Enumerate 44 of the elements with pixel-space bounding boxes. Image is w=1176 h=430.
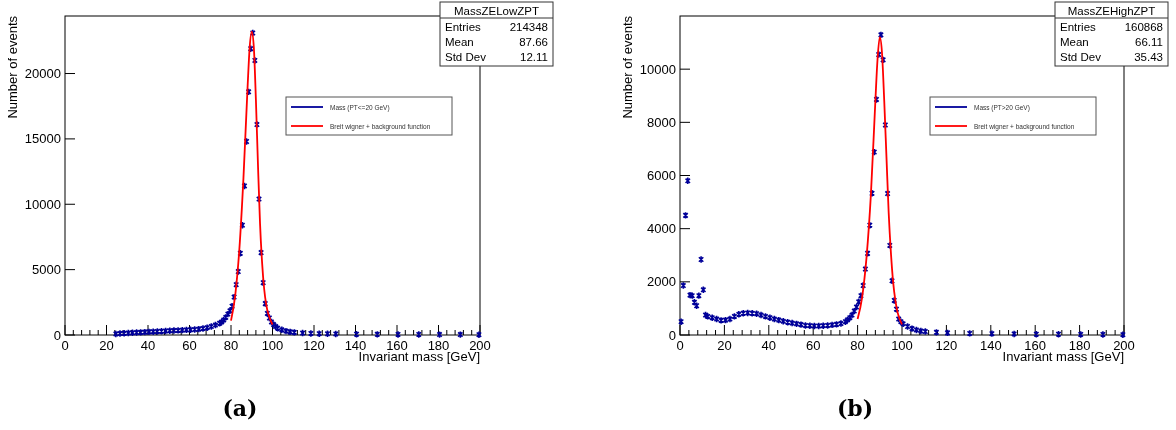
- x-tick-label: 120: [935, 338, 958, 353]
- annotation: MassZEHighZPT: [1067, 4, 1156, 17]
- y-axis-title: Number of events: [5, 15, 20, 119]
- x-tick-label: 100: [891, 338, 913, 353]
- text: 214348: [509, 21, 548, 33]
- text: 160868: [1124, 21, 1163, 33]
- text: (a): [222, 395, 258, 421]
- y-tick-label: 5000: [32, 262, 61, 278]
- x-tick-label: 80: [223, 338, 239, 353]
- x-tick-label: 120: [303, 338, 325, 353]
- y-tick-label: 10000: [24, 196, 61, 212]
- x-tick-label: 40: [140, 338, 156, 353]
- annotation: MassZELowZPT: [454, 4, 539, 17]
- line-series: [856, 36, 903, 326]
- y-tick-label: 15000: [24, 131, 61, 147]
- annotation: Mean: [445, 36, 474, 48]
- y-tick-label: 8000: [647, 114, 676, 130]
- text: 12.11: [520, 51, 548, 63]
- text: 87.66: [519, 36, 548, 48]
- y-tick-label: 0: [53, 327, 61, 343]
- y-tick-label: 4000: [647, 221, 676, 237]
- y-axis-title: Number of events: [620, 15, 635, 119]
- y-tick-label: 20000: [24, 66, 61, 82]
- y-tick-label: 2000: [647, 274, 676, 290]
- annotation: Std Dev: [1060, 51, 1102, 63]
- y-tick-label: 10000: [639, 61, 676, 77]
- text: 35.43: [1134, 51, 1163, 63]
- y-tick-label: 6000: [647, 168, 676, 183]
- x-tick-label: 60: [182, 338, 197, 353]
- x-tick-label: 100: [261, 338, 284, 353]
- x-tick-label: 40: [761, 338, 777, 353]
- annotation: Entries: [1060, 21, 1097, 33]
- x-tick-label: 80: [850, 338, 865, 353]
- annotation: Std Dev: [445, 51, 487, 63]
- text: 66.11: [1135, 36, 1163, 48]
- annotation: Mean: [1060, 36, 1089, 48]
- x-tick-label: 20: [99, 338, 114, 353]
- y-tick-label: 0: [668, 327, 676, 343]
- x-tick-label: 140: [979, 338, 1002, 353]
- line-series: [230, 30, 274, 326]
- text: (b): [836, 395, 874, 421]
- annotation: Entries: [445, 21, 482, 33]
- x-tick-label: 20: [717, 338, 732, 353]
- x-tick-label: 60: [805, 338, 821, 353]
